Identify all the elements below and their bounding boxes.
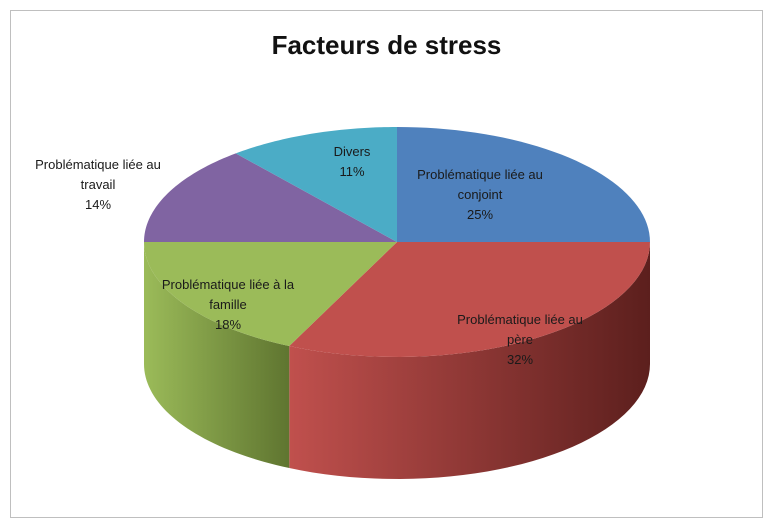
value-label: 32%: [506, 352, 534, 367]
data-label: Problématique liée au travail 14%: [33, 155, 163, 215]
category-label: Problématique liée au père: [457, 312, 583, 347]
chart-title: Facteurs de stress: [271, 30, 502, 60]
data-label: Divers 11%: [322, 142, 382, 182]
slice: [397, 127, 650, 242]
slice-side: [144, 242, 290, 469]
category-label: Divers: [333, 144, 371, 159]
slice: [144, 242, 397, 347]
category-label: Problématique liée au conjoint: [417, 167, 543, 202]
category-label: Problématique liée à la famille: [161, 277, 295, 312]
data-label: Problématique liée au conjoint 25%: [405, 165, 555, 225]
slice: [144, 153, 397, 242]
data-label: Problématique liée au père 32%: [445, 310, 595, 370]
value-label: 18%: [214, 317, 242, 332]
slice-side: [289, 242, 650, 479]
value-label: 14%: [84, 197, 112, 212]
slice: [235, 127, 397, 242]
category-label: Problématique liée au travail: [35, 157, 161, 192]
value-label: 25%: [466, 207, 494, 222]
data-label: Problématique liée à la famille 18%: [148, 275, 308, 335]
slice: [289, 242, 650, 357]
value-label: 11%: [339, 164, 365, 179]
